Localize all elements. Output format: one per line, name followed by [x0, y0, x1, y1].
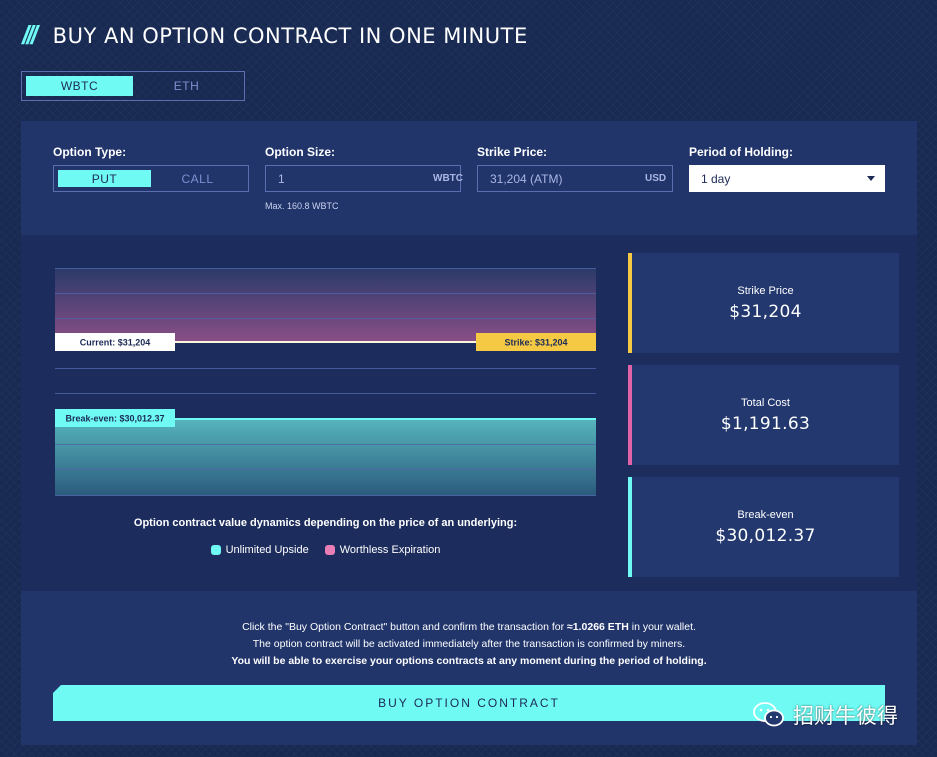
option-size-input[interactable] — [266, 171, 433, 186]
watermark: 招财牛彼得 — [753, 700, 898, 730]
info-line-1: Click the "Buy Option Contract" button a… — [21, 619, 917, 636]
period-label: Period of Holding: — [689, 145, 793, 159]
purchase-info: Click the "Buy Option Contract" button a… — [21, 619, 917, 670]
current-label-bg — [55, 333, 175, 351]
breakeven-card-value: $30,012.37 — [715, 525, 816, 546]
current-price-label: Current: $31,204 — [80, 338, 151, 348]
watermark-text: 招财牛彼得 — [793, 704, 898, 728]
option-size-unit: WBTC — [433, 173, 463, 184]
purchase-section: Click the "Buy Option Contract" button a… — [21, 591, 917, 745]
legend-title: Option contract value dynamics depending… — [133, 517, 518, 529]
tab-eth[interactable]: ETH — [173, 79, 200, 93]
strike-price-card-value: $31,204 — [729, 301, 802, 322]
breakeven-card: Break-even $30,012.37 — [628, 477, 899, 577]
option-panel: Option Type: PUT CALL Option Size: WBTC … — [21, 121, 917, 745]
info-eth-amount: ≈1.0266 ETH — [567, 621, 629, 633]
legend-swatch-upside — [210, 545, 221, 555]
chevron-down-icon — [867, 176, 875, 181]
breakeven-card-label: Break-even — [737, 508, 794, 521]
total-cost-card-label: Total Cost — [741, 396, 790, 409]
info-line-1-pre: Click the "Buy Option Contract" button a… — [242, 621, 568, 633]
legend-label-worthless: Worthless Expiration — [339, 544, 441, 556]
max-size-note: Max. 160.8 WBTC — [265, 201, 339, 211]
option-type-toggle: PUT CALL — [53, 165, 249, 192]
info-line-1-post: in your wallet. — [628, 621, 696, 633]
option-form: Option Type: PUT CALL Option Size: WBTC … — [21, 121, 917, 235]
legend-label-upside: Unlimited Upside — [225, 544, 309, 556]
asset-tabs: WBTC ETH — [21, 71, 245, 101]
buy-option-button[interactable]: BUY OPTION CONTRACT — [53, 685, 885, 721]
payoff-chart: Current: $31,204 Strike: $31,204 Break-e… — [55, 268, 596, 496]
strike-price-input[interactable] — [478, 171, 645, 186]
legend-item-worthless: Worthless Expiration — [324, 544, 441, 556]
legend-swatch-worthless — [324, 545, 335, 555]
call-button[interactable]: CALL — [181, 171, 214, 186]
slashes-logo-icon: /// — [22, 20, 38, 50]
strike-label-bg — [476, 333, 596, 351]
option-size-label: Option Size: — [265, 145, 335, 159]
page-title: BUY AN OPTION CONTRACT IN ONE MINUTE — [52, 23, 528, 48]
strike-price-card: Strike Price $31,204 — [628, 253, 899, 353]
total-cost-card-value: $1,191.63 — [720, 413, 811, 434]
breakeven-label: Break-even: $30,012.37 — [65, 414, 164, 424]
grid-lines — [55, 268, 596, 496]
option-size-field: WBTC — [265, 165, 463, 192]
info-line-2: The option contract will be activated im… — [252, 638, 686, 650]
strike-price-unit: USD — [645, 173, 667, 184]
info-line-3: You will be able to exercise your option… — [231, 655, 707, 667]
strike-price-field: USD — [477, 165, 673, 192]
strike-price-label-chart: Strike: $31,204 — [504, 338, 567, 348]
option-type-label: Option Type: — [53, 145, 127, 159]
strike-price-card-label: Strike Price — [737, 284, 794, 297]
worthless-area — [55, 268, 596, 342]
legend-item-upside: Unlimited Upside — [210, 544, 309, 556]
wechat-icon — [753, 702, 784, 727]
put-button[interactable]: PUT — [58, 170, 151, 187]
period-select[interactable]: 1 day — [689, 165, 885, 192]
tab-wbtc[interactable]: WBTC — [26, 76, 133, 96]
payoff-chart-svg: Current: $31,204 Strike: $31,204 Break-e… — [55, 268, 596, 496]
page-header: /// BUY AN OPTION CONTRACT IN ONE MINUTE — [22, 20, 528, 51]
breakeven-label-bg — [55, 409, 175, 427]
period-selected-value: 1 day — [701, 171, 731, 186]
upside-area — [55, 419, 596, 496]
strike-price-label: Strike Price: — [477, 145, 548, 159]
chart-section: Current: $31,204 Strike: $31,204 Break-e… — [21, 235, 917, 591]
total-cost-card: Total Cost $1,191.63 — [628, 365, 899, 465]
chart-legend: Unlimited Upside Worthless Expiration — [55, 544, 596, 556]
